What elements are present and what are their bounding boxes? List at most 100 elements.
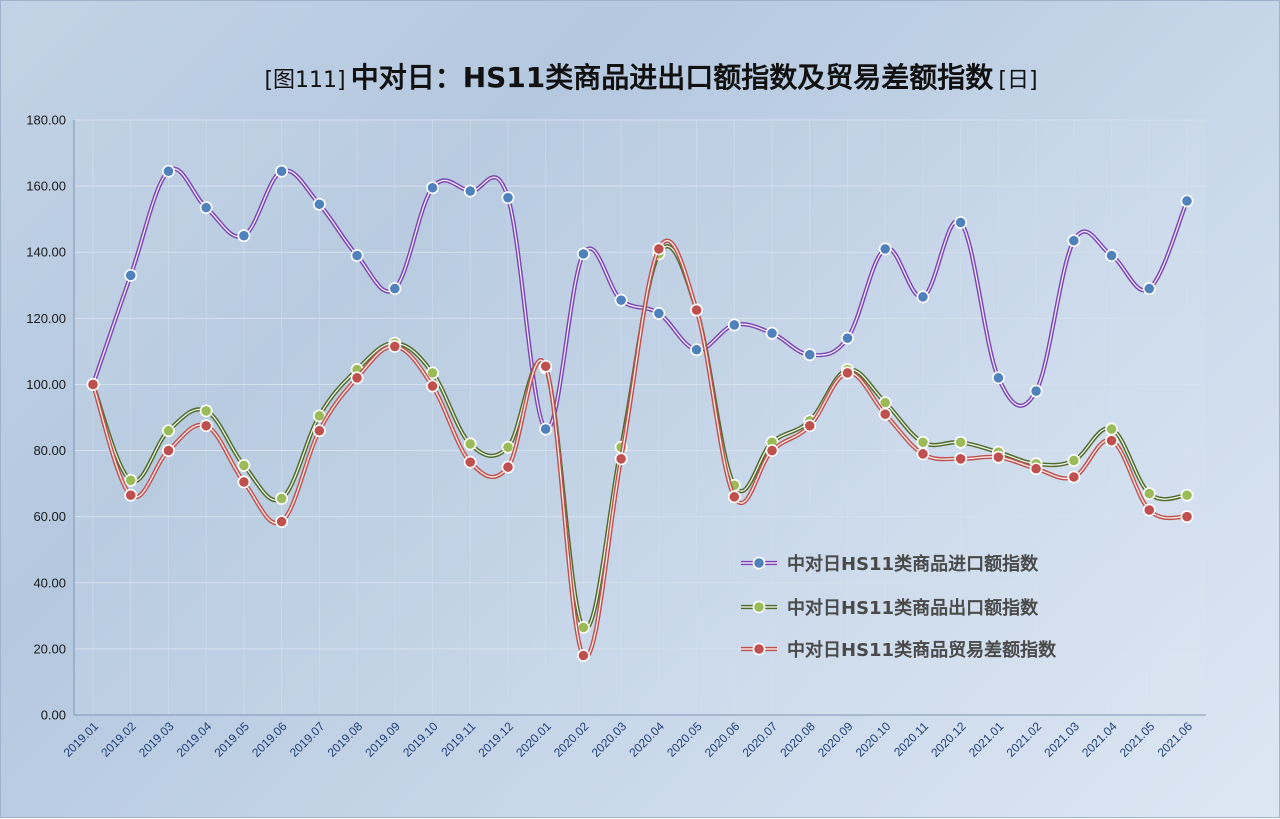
data-point: [690, 343, 703, 357]
data-point: [463, 184, 477, 198]
data-point: [1180, 488, 1194, 502]
data-point: [1105, 422, 1118, 436]
data-point: [388, 282, 402, 295]
data-point: [652, 306, 666, 320]
data-point: [765, 326, 779, 340]
data-point: [237, 229, 251, 243]
data-point: [803, 348, 817, 362]
y-tick-label: 20.00: [33, 641, 66, 656]
data-point: [426, 379, 439, 393]
chart-title-prefix: [图111]: [264, 68, 345, 93]
x-tick-label: 2019.05: [211, 719, 252, 760]
series-1: [86, 164, 1194, 436]
x-tick-label: 2021.01: [966, 719, 1007, 760]
data-point: [350, 249, 364, 262]
x-tick-label: 2021.02: [1004, 719, 1045, 760]
legend-item-3: 中对日HS11类商品贸易差额指数: [741, 639, 1057, 661]
data-point: [916, 435, 930, 449]
legend-marker: [752, 642, 766, 656]
data-point: [162, 444, 175, 457]
x-tick-label: 2020.11: [891, 719, 931, 759]
data-point: [1029, 462, 1043, 476]
series-3: [86, 238, 1194, 662]
x-tick-label: 2019.06: [249, 719, 290, 760]
data-point: [803, 419, 817, 433]
data-point: [237, 475, 251, 489]
data-point: [954, 452, 968, 466]
data-point: [614, 452, 628, 466]
data-point: [690, 303, 703, 317]
y-tick-label: 80.00: [33, 443, 66, 458]
data-point: [501, 460, 515, 474]
legend-item-2: 中对日HS11类商品出口额指数: [741, 597, 1039, 619]
data-point: [954, 216, 968, 229]
data-point: [878, 242, 892, 256]
data-point: [275, 515, 289, 529]
chart-title-suffix: [日]: [998, 68, 1037, 93]
x-tick-label: 2020.05: [664, 719, 705, 760]
data-point: [878, 407, 892, 421]
x-tick-label: 2019.03: [136, 719, 177, 760]
data-point: [1142, 487, 1156, 500]
x-tick-label: 2020.09: [815, 719, 856, 760]
x-tick-label: 2021.03: [1041, 719, 1082, 760]
x-tick-label: 2020.08: [777, 719, 818, 760]
data-point: [426, 181, 439, 195]
data-point: [1029, 384, 1043, 398]
data-point: [1067, 234, 1081, 248]
data-point: [501, 440, 515, 454]
legend-label: 中对日HS11类商品出口额指数: [787, 597, 1039, 619]
x-tick-label: 2020.12: [928, 719, 969, 760]
data-point: [199, 419, 213, 433]
legend-marker: [752, 600, 766, 614]
x-tick-label: 2020.06: [702, 719, 743, 760]
x-tick-label: 2019.10: [400, 719, 441, 760]
data-point: [1180, 194, 1194, 208]
data-point: [577, 621, 590, 634]
data-point: [124, 268, 138, 282]
data-point: [841, 331, 854, 345]
series-layer: [86, 164, 1194, 662]
y-tick-label: 60.00: [33, 509, 66, 524]
data-point: [86, 378, 100, 391]
data-point: [841, 366, 854, 380]
data-point: [501, 191, 515, 205]
data-point: [275, 492, 289, 505]
y-tick-label: 160.00: [26, 179, 66, 194]
legend-label: 中对日HS11类商品贸易差额指数: [787, 639, 1057, 661]
chart-title: [图111] 中对日：HS11类商品进出口额指数及贸易差额指数 [日]: [264, 61, 1037, 94]
chart-title-main: 中对日：HS11类商品进出口额指数及贸易差额指数: [351, 61, 995, 94]
data-point: [463, 455, 477, 469]
data-point: [237, 459, 251, 472]
data-point: [275, 164, 289, 178]
data-point: [1142, 503, 1156, 517]
data-point: [199, 201, 213, 214]
legend-item-1: 中对日HS11类商品进口额指数: [741, 553, 1039, 575]
x-tick-label: 2020.02: [551, 719, 592, 760]
data-point: [426, 366, 439, 380]
data-point: [312, 409, 326, 423]
x-tick-label: 2019.09: [362, 719, 403, 760]
y-tick-label: 180.00: [26, 113, 66, 128]
data-point: [577, 247, 590, 261]
data-point: [463, 437, 477, 451]
data-point: [539, 359, 553, 373]
data-point: [991, 450, 1005, 464]
data-point: [539, 422, 553, 436]
data-point: [1180, 510, 1194, 524]
data-point: [727, 490, 741, 504]
data-point: [1067, 470, 1081, 484]
y-tick-label: 100.00: [26, 377, 66, 392]
x-tick-label: 2019.07: [287, 719, 328, 760]
plot-area: [74, 120, 1206, 715]
y-tick-label: 0.00: [41, 708, 66, 723]
data-point: [1142, 282, 1156, 295]
data-point: [916, 290, 930, 304]
data-point: [1067, 454, 1081, 467]
legend-marker: [752, 556, 766, 570]
data-point: [388, 340, 402, 353]
data-point: [124, 473, 138, 487]
legend: 中对日HS11类商品进口额指数中对日HS11类商品出口额指数中对日HS11类商品…: [741, 553, 1057, 661]
